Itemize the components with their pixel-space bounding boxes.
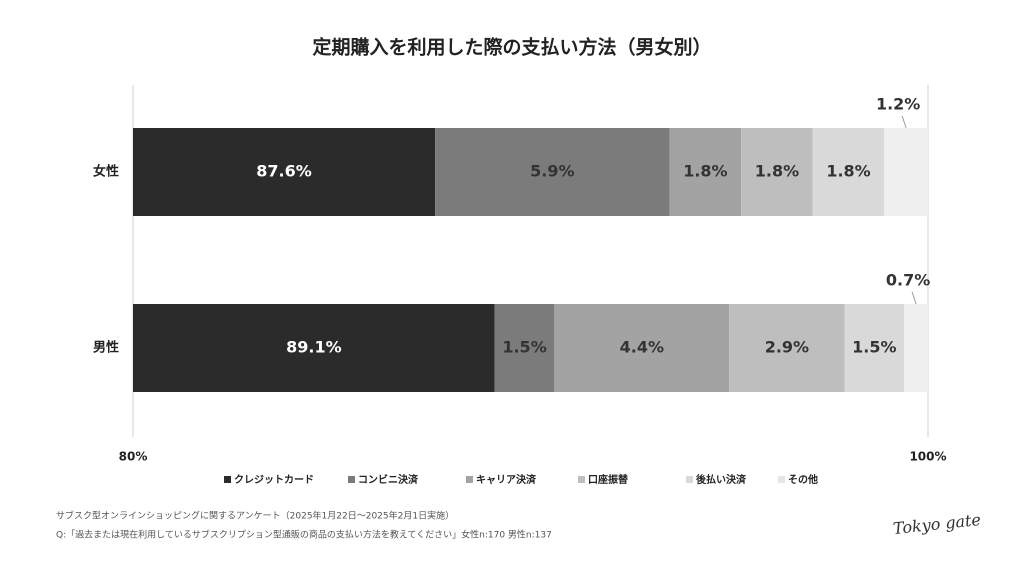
bar-segment: [133, 304, 495, 392]
x-tick-label: 80%: [119, 450, 148, 464]
value-label: 5.9%: [530, 162, 574, 181]
bar-segment: [554, 304, 730, 392]
legend-label: その他: [788, 473, 818, 486]
value-label: 2.9%: [765, 338, 809, 357]
leader-line: [911, 291, 917, 305]
value-label: 89.1%: [286, 338, 342, 357]
legend-swatch: [224, 476, 231, 483]
category-label: 女性: [93, 164, 119, 180]
category-label: 男性: [93, 340, 119, 356]
bar-segment: [133, 128, 436, 216]
bar-segment: [812, 128, 885, 216]
legend-swatch: [348, 476, 355, 483]
value-label: 1.5%: [852, 338, 896, 357]
legend-swatch: [686, 476, 693, 483]
value-label: 1.8%: [755, 162, 799, 181]
legend-label: 口座振替: [588, 473, 629, 486]
legend-swatch: [466, 476, 473, 483]
bar-segment: [494, 304, 555, 392]
legend-swatch: [578, 476, 585, 483]
legend-label: クレジットカード: [234, 474, 314, 486]
value-label: 1.2%: [876, 95, 920, 114]
logo: Tokyo gate: [892, 510, 982, 538]
value-label: 1.8%: [683, 162, 727, 181]
bar-segment: [669, 128, 742, 216]
bar-segment: [435, 128, 670, 216]
value-label: 0.7%: [886, 271, 930, 290]
bar-segment: [844, 304, 905, 392]
legend-label: 後払い決済: [696, 473, 747, 486]
leader-line: [901, 115, 907, 129]
legend-label: コンビニ決済: [358, 473, 419, 486]
chart-title: 定期購入を利用した際の支払い方法（男女別）: [312, 36, 711, 59]
value-label: 1.8%: [826, 162, 870, 181]
value-label: 4.4%: [620, 338, 664, 357]
bar-segment: [884, 128, 928, 216]
legend-swatch: [778, 476, 785, 483]
x-tick-label: 100%: [909, 450, 946, 464]
legend-label: キャリア決済: [476, 473, 537, 486]
value-label: 87.6%: [256, 162, 312, 181]
bar-segment: [741, 128, 813, 216]
question-note: Q:「過去または現在利用しているサブスクリプション型通販の商品の支払い方法を教え…: [56, 529, 552, 541]
bar-segment: [904, 304, 928, 392]
source-note: サブスク型オンラインショッピングに関するアンケート（2025年1月22日〜202…: [56, 510, 454, 522]
bar-segment: [729, 304, 845, 392]
value-label: 1.5%: [502, 338, 546, 357]
